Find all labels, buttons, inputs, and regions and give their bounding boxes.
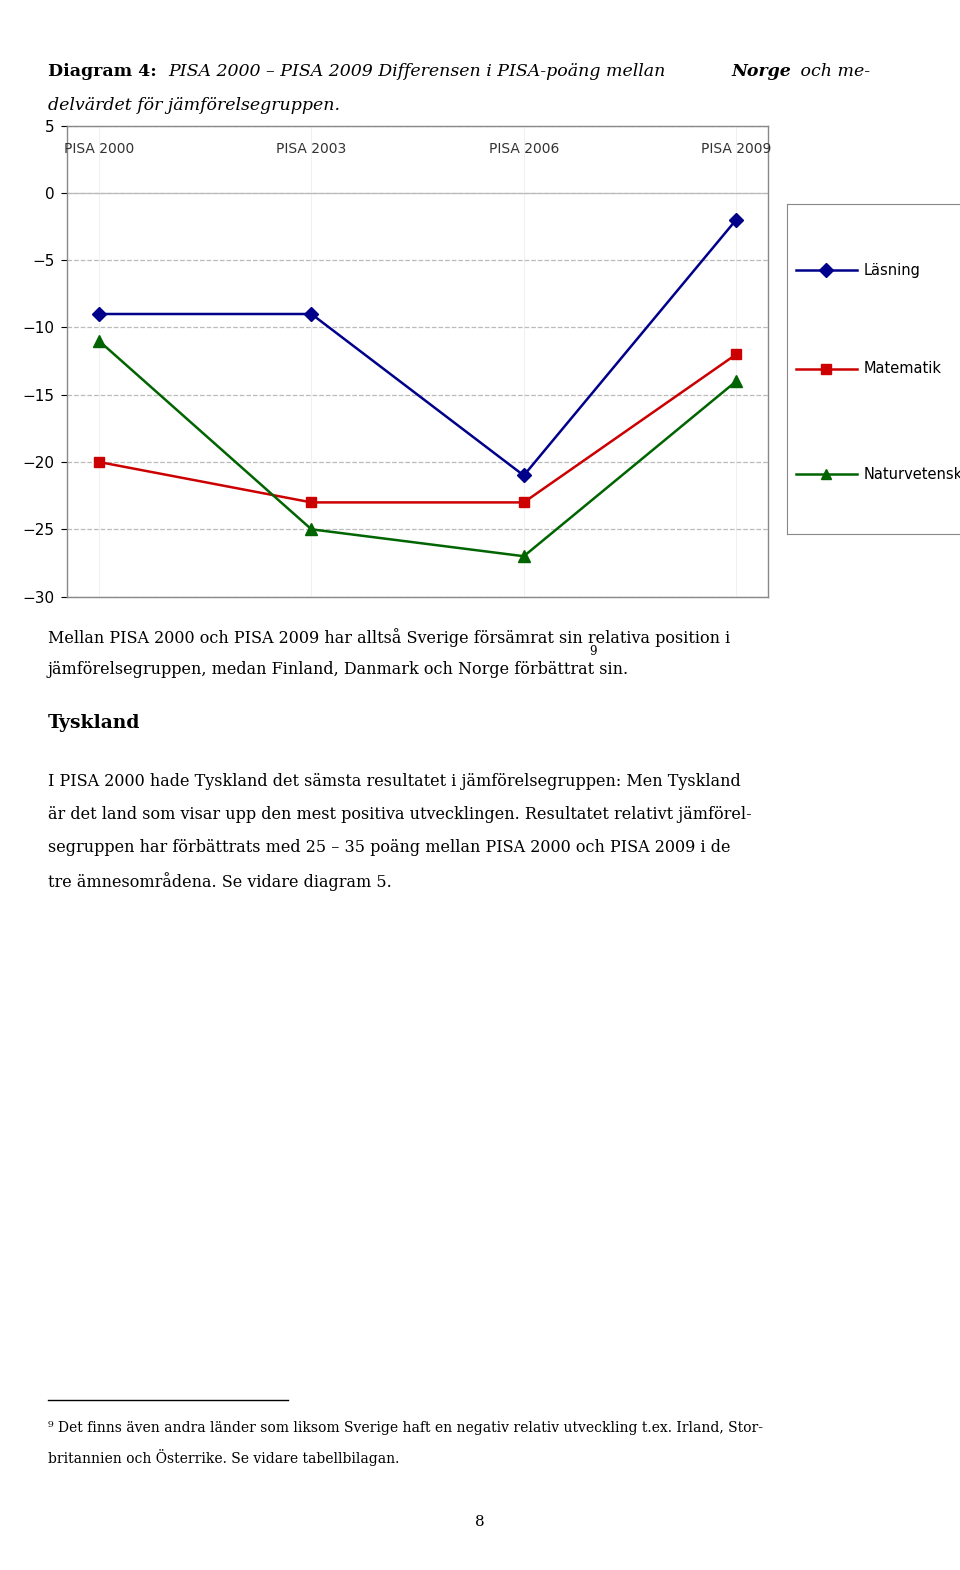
Text: PISA 2003: PISA 2003 <box>276 141 347 155</box>
Text: I PISA 2000 hade Tyskland det sämsta resultatet i jämförelsegruppen: Men Tysklan: I PISA 2000 hade Tyskland det sämsta res… <box>48 772 741 790</box>
Text: PISA 2000 – PISA 2009 Differensen i PISA-poäng mellan: PISA 2000 – PISA 2009 Differensen i PISA… <box>168 63 671 80</box>
Text: delvärdet för jämförelsegruppen.: delvärdet för jämförelsegruppen. <box>48 97 340 115</box>
Text: Naturvetenskap: Naturvetenskap <box>864 466 960 482</box>
Text: jämförelsegruppen, medan Finland, Danmark och Norge förbättrat sin.: jämförelsegruppen, medan Finland, Danmar… <box>48 661 629 678</box>
Text: britannien och Österrike. Se vidare tabellbilagan.: britannien och Österrike. Se vidare tabe… <box>48 1449 399 1466</box>
Text: tre ämnesområdena. Se vidare diagram 5.: tre ämnesområdena. Se vidare diagram 5. <box>48 871 392 890</box>
Text: PISA 2009: PISA 2009 <box>701 141 771 155</box>
Text: är det land som visar upp den mest positiva utvecklingen. Resultatet relativt jä: är det land som visar upp den mest posit… <box>48 805 752 823</box>
Text: PISA 2000: PISA 2000 <box>64 141 134 155</box>
Text: ⁹ Det finns även andra länder som liksom Sverige haft en negativ relativ utveckl: ⁹ Det finns även andra länder som liksom… <box>48 1421 763 1435</box>
Text: Diagram 4:: Diagram 4: <box>48 63 156 80</box>
Text: segruppen har förbättrats med 25 – 35 poäng mellan PISA 2000 och PISA 2009 i de: segruppen har förbättrats med 25 – 35 po… <box>48 838 731 856</box>
Text: 8: 8 <box>475 1515 485 1529</box>
Text: och me-: och me- <box>795 63 870 80</box>
Text: Tyskland: Tyskland <box>48 714 140 732</box>
Text: 9: 9 <box>589 645 597 658</box>
Text: Läsning: Läsning <box>864 262 921 278</box>
Text: Mellan PISA 2000 och PISA 2009 har alltså Sverige försämrat sin relativa positio: Mellan PISA 2000 och PISA 2009 har allts… <box>48 628 731 647</box>
Text: Matematik: Matematik <box>864 361 942 377</box>
Text: Norge: Norge <box>732 63 791 80</box>
Text: PISA 2006: PISA 2006 <box>489 141 559 155</box>
